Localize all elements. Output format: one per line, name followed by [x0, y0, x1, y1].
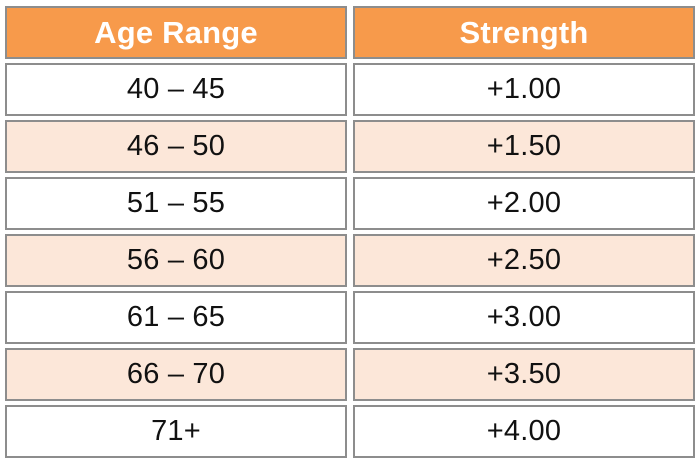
age-range-cell: 71+ — [5, 405, 347, 458]
strength-cell: +2.50 — [353, 234, 695, 287]
age-range-cell: 46 – 50 — [5, 120, 347, 173]
age-range-cell: 66 – 70 — [5, 348, 347, 401]
header-age-range: Age Range — [5, 6, 347, 59]
strength-cell: +3.00 — [353, 291, 695, 344]
strength-cell: +2.00 — [353, 177, 695, 230]
strength-cell: +1.50 — [353, 120, 695, 173]
age-range-cell: 61 – 65 — [5, 291, 347, 344]
strength-cell: +1.00 — [353, 63, 695, 116]
age-range-cell: 56 – 60 — [5, 234, 347, 287]
age-range-cell: 40 – 45 — [5, 63, 347, 116]
strength-cell: +3.50 — [353, 348, 695, 401]
strength-cell: +4.00 — [353, 405, 695, 458]
age-range-cell: 51 – 55 — [5, 177, 347, 230]
header-strength: Strength — [353, 6, 695, 59]
